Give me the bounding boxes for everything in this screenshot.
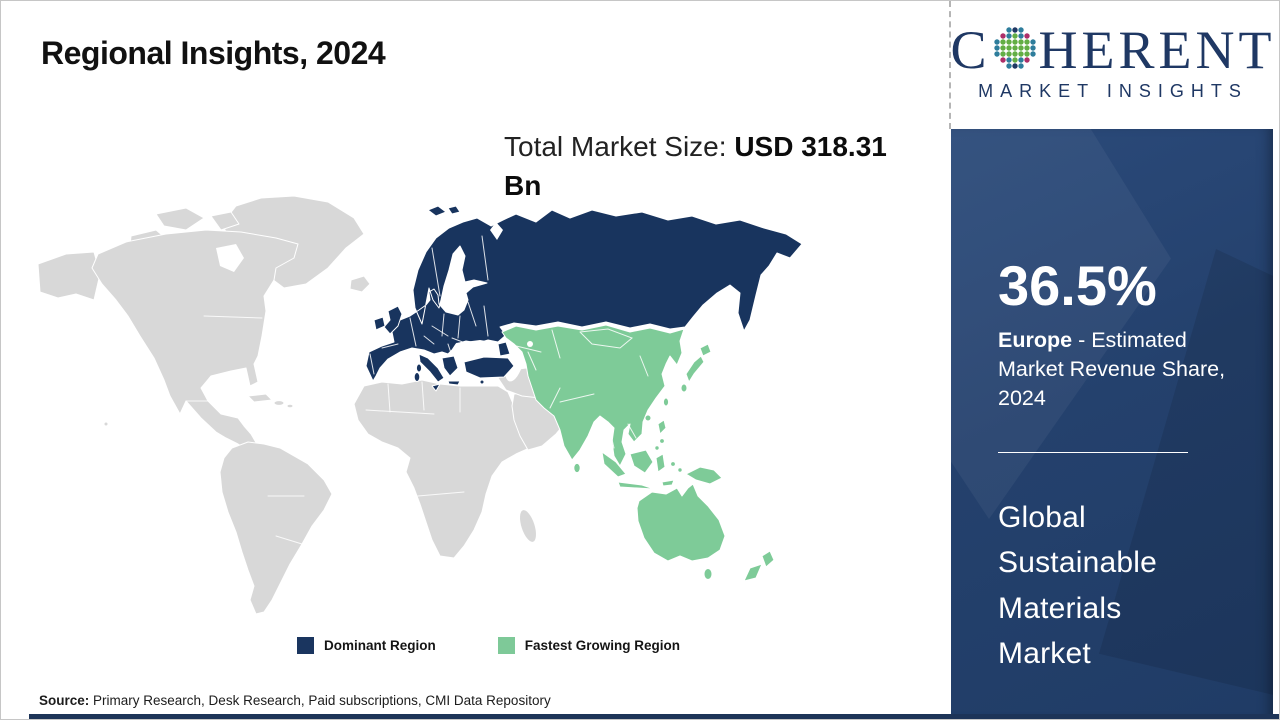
fastest-growing-region-swatch bbox=[497, 637, 515, 654]
sidebar-divider bbox=[998, 451, 1188, 453]
world-map bbox=[36, 196, 806, 621]
dominant-region-label: Dominant Region bbox=[324, 638, 436, 653]
logo-globe-icon bbox=[993, 27, 1036, 69]
market-share-value: 36.5% bbox=[998, 254, 1157, 317]
region-europe-dominant bbox=[365, 205, 803, 392]
legend-item-dominant: Dominant Region bbox=[297, 637, 436, 654]
market-share-desc-text: - Estimated Market Revenue Share, 2024 bbox=[998, 327, 1226, 411]
total-market-size: Total Market Size: USD 318.31 Bn bbox=[504, 127, 922, 205]
logo-letter-c: C bbox=[950, 20, 991, 80]
region-asia-pacific-fastest-growing bbox=[501, 324, 775, 582]
total-market-size-value: USD 318.31 Bn bbox=[504, 131, 887, 202]
dominant-region-swatch bbox=[297, 637, 314, 654]
market-share-description: Europe - Estimated Market Revenue Share,… bbox=[998, 326, 1243, 414]
market-share-region: Europe bbox=[998, 327, 1073, 352]
source-label: Source: bbox=[39, 693, 90, 708]
source-note: Source: Primary Research, Desk Research,… bbox=[39, 693, 551, 708]
brand-logo-wordmark: C HERENT bbox=[951, 23, 1272, 77]
brand-logo: C HERENT MARKET INSIGHTS bbox=[951, 23, 1272, 102]
page-title: Regional Insights, 2024 bbox=[41, 35, 386, 71]
legend-item-fastest-growing: Fastest Growing Region bbox=[497, 637, 681, 654]
map-legend: Dominant Region Fastest Growing Region bbox=[297, 637, 680, 654]
total-market-size-label: Total Market Size: bbox=[504, 131, 735, 162]
world-map-svg bbox=[37, 196, 803, 615]
region-rest-of-world bbox=[37, 196, 567, 615]
stats-sidebar: 36.5% Europe - Estimated Market Revenue … bbox=[951, 129, 1273, 719]
bottom-accent-bar bbox=[29, 714, 1279, 719]
logo-word-rest: HERENT bbox=[1038, 20, 1276, 80]
header-divider bbox=[949, 1, 951, 129]
source-text: Primary Research, Desk Research, Paid su… bbox=[93, 693, 551, 708]
logo-subtitle: MARKET INSIGHTS bbox=[978, 81, 1248, 101]
fastest-growing-region-label: Fastest Growing Region bbox=[524, 638, 681, 653]
market-name: Global Sustainable Materials Market bbox=[998, 500, 1157, 671]
